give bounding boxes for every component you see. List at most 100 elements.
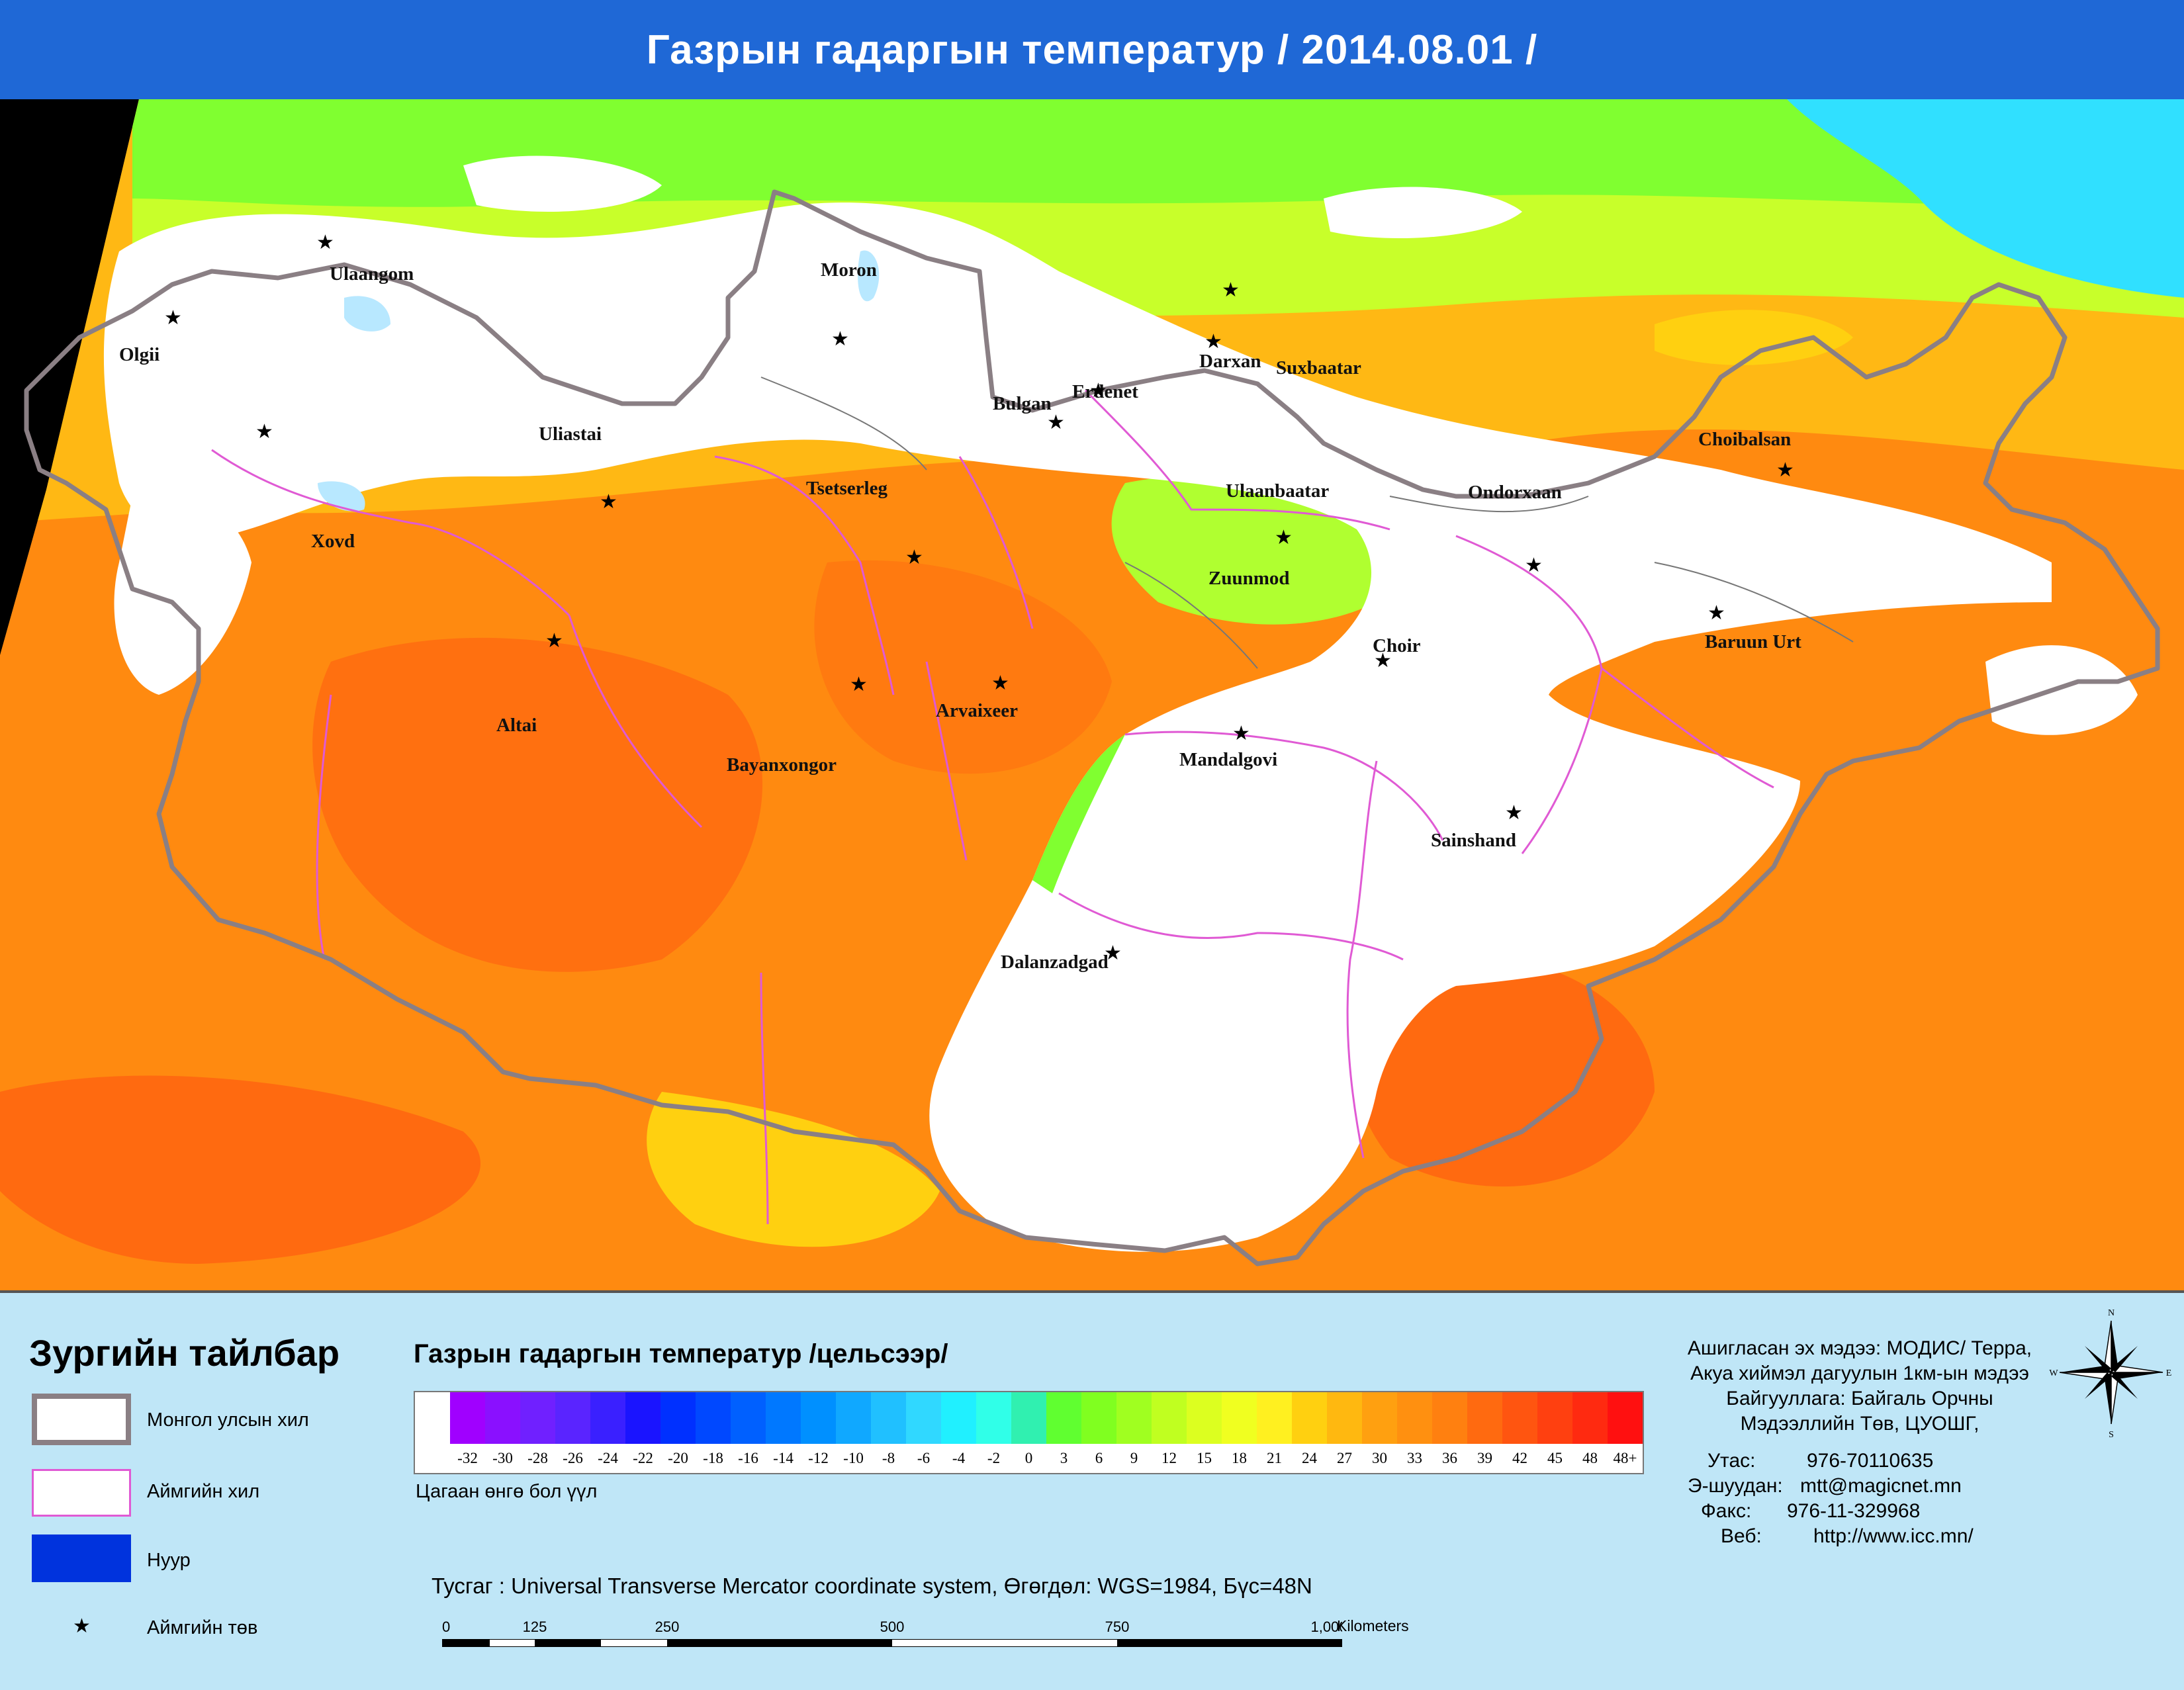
colorbar-tick-label: -8 — [882, 1450, 895, 1466]
aimag-center-star-icon: ★ — [1525, 555, 1543, 576]
colorbar-swatch — [590, 1392, 625, 1444]
colorbar-tick-label: 30 — [1372, 1450, 1387, 1466]
hot-core-southeast — [1352, 953, 1655, 1187]
colorbar-tick-label: 36 — [1442, 1450, 1457, 1466]
aimag-center-star-icon: ★ — [1089, 380, 1107, 402]
colorbar-swatch — [1327, 1392, 1362, 1444]
legend-panel: Зургийн тайлбар Монгол улсын хил Аймгийн… — [0, 1290, 2184, 1690]
colorbar-swatch — [836, 1392, 871, 1444]
colorbar-swatch — [1467, 1392, 1502, 1444]
colorbar-swatch — [1081, 1392, 1116, 1444]
fax-label: Факс: — [1701, 1500, 1752, 1522]
cold-northeast — [1787, 99, 2184, 298]
colorbar-tick-label: -6 — [917, 1450, 931, 1466]
city-label: Ulaanbaatar — [1226, 480, 1330, 502]
colorbar-tick-label — [415, 1444, 450, 1473]
colorbar-tick-label: -24 — [598, 1450, 618, 1466]
city-label: Ondorxaan — [1468, 482, 1562, 503]
colorbar-title: Газрын гадаргын температур /цельсээр/ — [414, 1339, 948, 1368]
colorbar-tick-label: -22 — [633, 1450, 653, 1466]
aimag-center-star-icon: ★ — [850, 674, 868, 695]
colorbar-tick-label: 24 — [1302, 1450, 1317, 1466]
hot-core-central — [814, 560, 1112, 774]
aimag-center-star-icon: ★ — [1047, 412, 1065, 433]
colorbar-swatch — [731, 1392, 766, 1444]
colorbar-tick-label: 39 — [1477, 1450, 1492, 1466]
city-label: Moron — [821, 259, 877, 281]
city-label: Arvaixeer — [936, 700, 1018, 721]
city-label: Tsetserleg — [806, 478, 887, 499]
fax-value: 976-11-329968 — [1787, 1500, 1921, 1522]
city-label: Bulgan — [993, 393, 1052, 414]
compass-s: S — [2109, 1430, 2114, 1439]
map-title: Газрын гадаргын температур / 2014.08.01 … — [646, 26, 1538, 73]
colorbar-swatch — [1362, 1392, 1397, 1444]
contact-block: Утас: 976-70110635 Э-шуудан: mtt@magicnet.… — [1681, 1448, 1974, 1549]
legend-title: Зургийн тайлбар — [29, 1332, 340, 1374]
cloud-patch-north-2 — [1324, 187, 1522, 238]
aimag-center-star-icon: ★ — [991, 672, 1009, 694]
colorbar-swatch — [976, 1392, 1011, 1444]
colorbar-swatch — [1502, 1392, 1537, 1444]
city-label: Mandalgovi — [1179, 749, 1278, 770]
aimag-center-star-icon: ★ — [1232, 723, 1250, 744]
scale-tick-4: 750 — [1105, 1619, 1130, 1635]
aimag-center-star-icon: ★ — [1275, 527, 1293, 549]
colorbar-swatch — [941, 1392, 976, 1444]
colorbar-swatch — [1116, 1392, 1152, 1444]
scale-bar: 0 125 250 500 750 1,000 — [442, 1619, 1342, 1647]
colorbar-swatch — [1537, 1392, 1572, 1444]
colorbar-tick-label: -14 — [773, 1450, 794, 1466]
colorbar-swatch — [1046, 1392, 1081, 1444]
source-line: Байгууллага: Байгаль Орчны — [1726, 1388, 1993, 1409]
aimag-center-star-icon: ★ — [255, 421, 273, 443]
legend-label-lake: Нуур — [147, 1550, 191, 1571]
web-link[interactable]: http://www.icc.mn/ — [1813, 1525, 1974, 1547]
city-label: Xovd — [311, 531, 355, 552]
colorbar-tick-label: 9 — [1130, 1450, 1138, 1466]
aimag-center-star-icon: ★ — [1776, 459, 1794, 481]
hot-core-west — [312, 637, 763, 972]
colorbar-tick-label: -16 — [738, 1450, 758, 1466]
colorbar-tick-label: -32 — [457, 1450, 478, 1466]
email-label: Э-шуудан: — [1688, 1475, 1783, 1497]
aimag-border-swatch — [32, 1469, 131, 1517]
colorbar-swatch — [450, 1392, 485, 1444]
scale-tick-3: 500 — [880, 1619, 905, 1635]
scale-tick-1: 125 — [523, 1619, 547, 1635]
colorbar-swatch — [766, 1392, 801, 1444]
warm-patch-south — [647, 1092, 940, 1247]
colorbar-tick-label: 0 — [1024, 1450, 1033, 1466]
aimag-center-star-icon: ★ — [164, 307, 182, 329]
colorbar-tick-label: -2 — [987, 1450, 1001, 1466]
colorbar-tick-label: 15 — [1197, 1450, 1212, 1466]
aimag-center-star-icon: ★ — [1205, 331, 1222, 353]
colorbar-tick-label: -26 — [563, 1450, 583, 1466]
colorbar-tick-label: 33 — [1407, 1450, 1422, 1466]
colorbar-swatch — [1257, 1392, 1292, 1444]
cloud-note: Цагаан өнгө бол үүл — [416, 1481, 598, 1502]
legend-label-country-border: Монгол улсын хил — [147, 1409, 309, 1431]
colorbar-swatch — [1572, 1392, 1608, 1444]
compass-n: N — [2108, 1308, 2115, 1318]
scale-tick-5: 1,000 — [1310, 1619, 1342, 1635]
lake-swatch — [32, 1534, 131, 1582]
aimag-center-star-icon: ★ — [1104, 942, 1122, 964]
city-label: Choibalsan — [1698, 429, 1792, 450]
colorbar-swatch — [1608, 1392, 1643, 1444]
colorbar-swatch — [1432, 1392, 1467, 1444]
aimag-center-star-icon: ★ — [1222, 279, 1240, 301]
colorbar-tick-label: 48+ — [1613, 1450, 1637, 1466]
city-label: Zuunmod — [1208, 568, 1290, 589]
aimag-center-star-icon: ★ — [316, 232, 334, 253]
scale-tick-2: 250 — [655, 1619, 680, 1635]
colorbar-tick-label: 21 — [1267, 1450, 1282, 1466]
colorbar-tick-label: -28 — [527, 1450, 548, 1466]
title-bar: Газрын гадаргын температур / 2014.08.01 … — [0, 0, 2184, 99]
country-border-swatch — [32, 1394, 131, 1445]
compass-rose-icon: N S E W — [2049, 1308, 2171, 1439]
colorbar-tick-label: -20 — [668, 1450, 688, 1466]
colorbar-tick-label: 3 — [1060, 1450, 1068, 1466]
city-label: Darxan — [1199, 351, 1261, 372]
